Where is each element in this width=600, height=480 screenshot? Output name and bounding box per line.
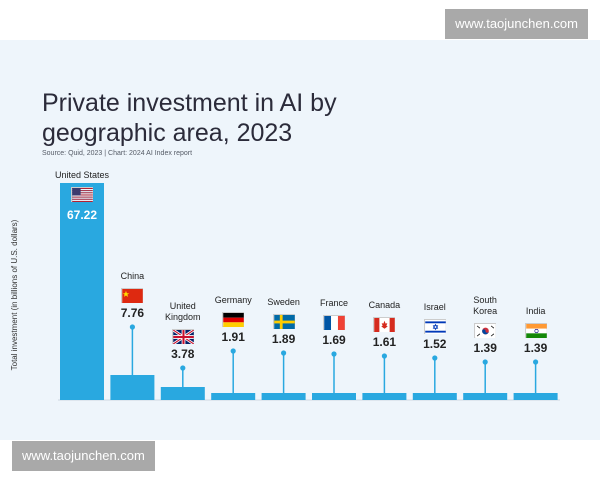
category-label-2-1: Kingdom bbox=[165, 312, 201, 322]
value-label-9: 1.39 bbox=[524, 341, 548, 355]
india-flag-icon bbox=[524, 323, 547, 338]
category-label-9-0: India bbox=[526, 306, 546, 316]
value-label-8: 1.39 bbox=[474, 341, 498, 355]
value-label-5: 1.69 bbox=[322, 333, 346, 347]
category-label-4-0: Sweden bbox=[267, 297, 300, 307]
bar-0 bbox=[60, 183, 104, 400]
category-label-8-0: South bbox=[473, 295, 497, 305]
china-flag-icon bbox=[121, 288, 144, 303]
sweden-flag-icon bbox=[272, 314, 295, 329]
stem-dot-6 bbox=[381, 353, 387, 359]
value-label-4: 1.89 bbox=[272, 332, 296, 346]
value-label-7: 1.52 bbox=[423, 337, 447, 351]
germany-flag-icon bbox=[222, 312, 245, 327]
value-label-0: 67.22 bbox=[67, 208, 97, 222]
bar-4 bbox=[261, 393, 306, 400]
category-label-6-0: Canada bbox=[369, 300, 401, 310]
us-flag-icon bbox=[71, 187, 93, 202]
stem-dot-5 bbox=[331, 351, 337, 357]
value-label-2: 3.78 bbox=[171, 347, 195, 361]
watermark-bottom: www.taojunchen.com bbox=[12, 441, 155, 471]
category-label-2-0: United bbox=[170, 301, 196, 311]
stem-dot-9 bbox=[533, 359, 539, 365]
category-label-1-0: China bbox=[121, 271, 145, 281]
stem-dot-3 bbox=[230, 348, 236, 354]
stem-dot-7 bbox=[432, 355, 438, 361]
stem-dot-8 bbox=[482, 359, 488, 365]
south-korea-flag-icon bbox=[474, 323, 497, 338]
chart-source: Source: Quid, 2023 | Chart: 2024 AI Inde… bbox=[42, 150, 193, 157]
value-label-1: 7.76 bbox=[121, 306, 145, 320]
category-label-5-0: France bbox=[320, 298, 348, 308]
bar-2 bbox=[160, 387, 205, 400]
value-label-3: 1.91 bbox=[222, 330, 246, 344]
chart-title-line-2: geographic area, 2023 bbox=[42, 119, 293, 147]
stem-dot-2 bbox=[180, 365, 186, 371]
bar-8 bbox=[463, 393, 508, 400]
category-label-8-1: Korea bbox=[473, 306, 497, 316]
france-flag-icon bbox=[323, 315, 345, 330]
chart-title: Private investment in AI by geographic a… bbox=[42, 88, 562, 148]
bar-3 bbox=[211, 393, 256, 400]
bar-5 bbox=[312, 393, 356, 400]
bar-1 bbox=[110, 375, 155, 400]
bar-6 bbox=[362, 393, 407, 400]
category-label-3-0: Germany bbox=[215, 295, 253, 305]
bar-7 bbox=[412, 393, 457, 400]
bar-9 bbox=[513, 393, 558, 400]
category-label-7-0: Israel bbox=[424, 302, 446, 312]
israel-flag-icon bbox=[423, 319, 446, 334]
uk-flag-icon bbox=[171, 328, 195, 346]
chart-title-line-1: Private investment in AI by bbox=[42, 89, 337, 117]
stem-dot-1 bbox=[129, 324, 135, 330]
category-label-0-0: United States bbox=[55, 170, 110, 180]
canada-flag-icon bbox=[373, 317, 396, 332]
watermark-top: www.taojunchen.com bbox=[445, 9, 588, 39]
stem-dot-4 bbox=[281, 350, 287, 356]
value-label-6: 1.61 bbox=[373, 335, 397, 349]
